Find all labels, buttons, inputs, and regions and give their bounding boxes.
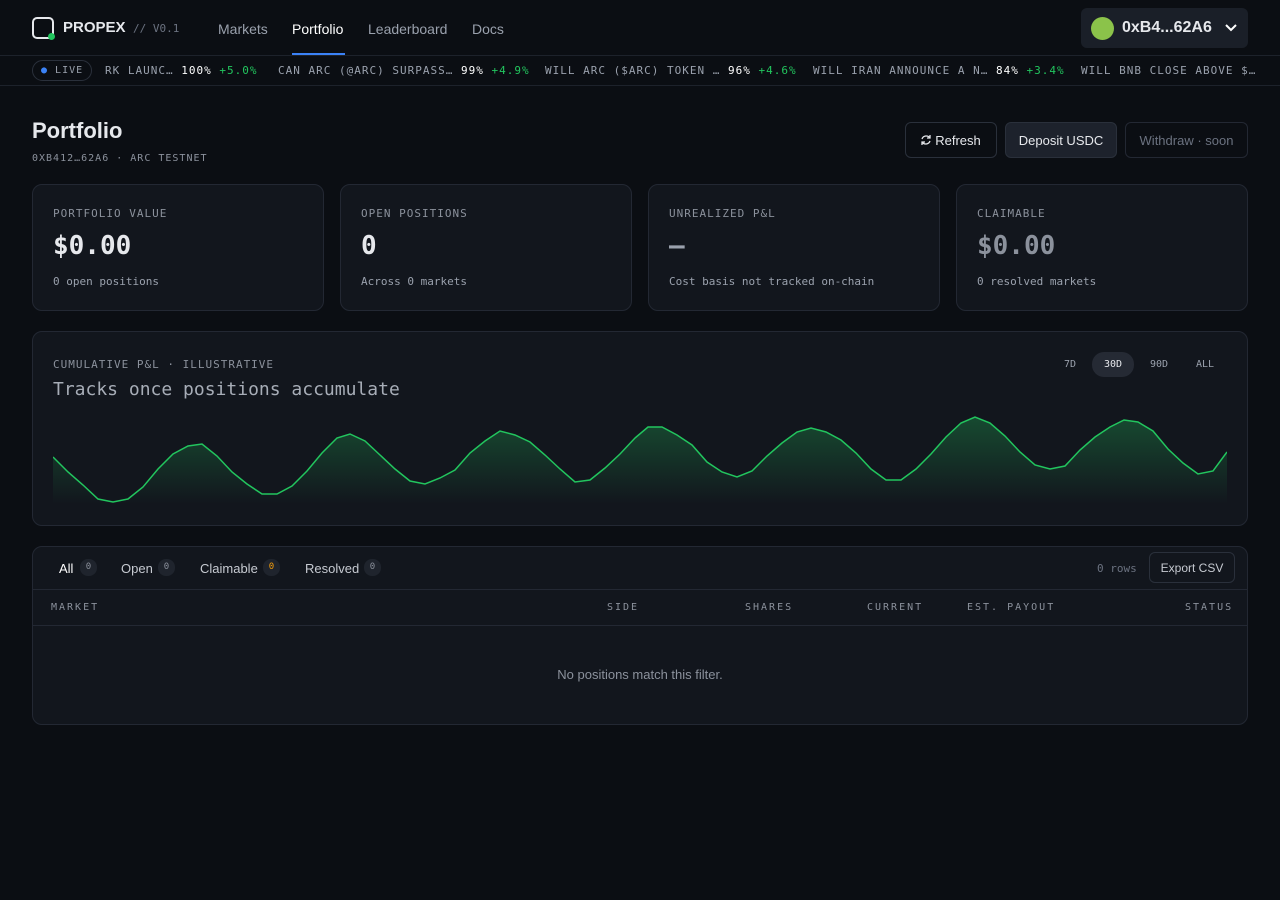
tab-count: 0	[364, 559, 381, 576]
positions-card	[32, 546, 1248, 725]
wallet-address: 0xB4...62A6	[1122, 19, 1212, 36]
button-label: Refresh	[935, 133, 981, 148]
divider	[33, 625, 1247, 626]
tab-count: 0	[80, 559, 97, 576]
stat-label: UNREALIZED P&L	[669, 207, 776, 220]
export-button[interactable]: Export CSV	[1149, 552, 1235, 583]
filter-tab[interactable]: All	[59, 561, 74, 576]
chevron	[1225, 24, 1237, 32]
ticker-title: WILL ARC ($ARC) TOKEN …	[545, 64, 721, 77]
avatar	[1091, 17, 1114, 40]
ticker: ● LIVE RK LAUNC… 100% +5.0% CAN ARC (@AR…	[0, 56, 1280, 86]
filter-tab[interactable]: Open	[121, 561, 153, 576]
stat-card: OPEN POSITIONS 0 Across 0 markets	[340, 184, 632, 311]
ticker-price: 99%	[460, 64, 484, 77]
ticker-item[interactable]: WILL BNB CLOSE ABOVE $…	[1081, 64, 1256, 77]
row-count: 0 rows	[1097, 562, 1137, 575]
stat-value: —	[669, 231, 685, 261]
ticker-title: WILL BNB CLOSE ABOVE $…	[1081, 64, 1257, 77]
stat-label: PORTFOLIO VALUE	[53, 207, 168, 220]
stat-sub: Across 0 markets	[361, 275, 467, 288]
withdraw-button: Withdraw · soon	[1125, 122, 1248, 158]
nav-link[interactable]: Markets	[218, 21, 268, 37]
column-header[interactable]: SIDE	[607, 602, 640, 613]
page-subtitle: 0XB412…62A6 · ARC TESTNET	[32, 153, 208, 164]
ticker-change: +4.6%	[758, 64, 797, 77]
ticker-change: +5.0%	[219, 64, 258, 77]
ticker-change: +4.9%	[491, 64, 530, 77]
range-button[interactable]: 7D	[1063, 359, 1077, 370]
nav-link[interactable]: Docs	[472, 21, 504, 37]
range-button[interactable]: 30D	[1092, 352, 1134, 377]
page-title: Portfolio	[32, 118, 123, 143]
active-indicator	[292, 53, 345, 55]
stat-label: OPEN POSITIONS	[361, 207, 468, 220]
ticker-title: RK LAUNC…	[105, 64, 174, 77]
range-button[interactable]: ALL	[1195, 359, 1215, 370]
stat-label: CLAIMABLE	[977, 207, 1046, 220]
version: // V0.1	[133, 22, 180, 35]
column-header[interactable]: SHARES	[745, 602, 794, 613]
brand[interactable]: PROPEX	[63, 19, 126, 36]
wallet-button[interactable]: 0xB4...62A6	[1081, 8, 1248, 48]
empty-message: No positions match this filter.	[557, 667, 723, 682]
pnl-label: CUMULATIVE P&L · ILLUSTRATIVE	[53, 358, 275, 371]
sparkline-area	[53, 417, 1227, 504]
tab-count: 0	[158, 559, 175, 576]
filter-tab[interactable]: Resolved	[305, 561, 360, 576]
nav-link[interactable]: Portfolio	[292, 21, 344, 37]
live-badge: ● LIVE	[32, 60, 93, 81]
column-header[interactable]: MARKET	[51, 602, 100, 613]
ticker-title: CAN ARC (@ARC) SURPASS…	[278, 64, 454, 77]
refresh-icon	[921, 135, 931, 145]
stat-card: UNREALIZED P&L — Cost basis not tracked …	[648, 184, 940, 311]
tab-count: 0	[263, 559, 280, 576]
range-button[interactable]: 90D	[1149, 359, 1169, 370]
live-text: LIVE	[55, 65, 84, 76]
deposit-button[interactable]: Deposit USDC	[1005, 122, 1117, 158]
ticker-change: +3.4%	[1026, 64, 1065, 77]
refresh-button[interactable]: Refresh	[905, 122, 997, 158]
nav-link[interactable]: Leaderboard	[368, 21, 448, 37]
stat-value: 0	[361, 231, 377, 261]
stat-card: CLAIMABLE $0.00 0 resolved markets	[956, 184, 1248, 311]
ticker-item[interactable]: WILL ARC ($ARC) TOKEN … 96% +4.6%	[545, 64, 797, 77]
ticker-item[interactable]: CAN ARC (@ARC) SURPASS… 99% +4.9%	[278, 64, 530, 77]
column-header[interactable]: EST. PAYOUT	[967, 602, 1056, 613]
column-header[interactable]: STATUS	[1185, 602, 1234, 613]
ticker-item[interactable]: WILL IRAN ANNOUNCE A N… 84% +3.4%	[813, 64, 1065, 77]
ticker-price: 100%	[181, 64, 212, 77]
divider	[33, 589, 1247, 590]
stat-value: $0.00	[977, 231, 1056, 261]
ticker-item[interactable]: RK LAUNC… 100% +5.0%	[105, 64, 257, 77]
ticker-price: 84%	[995, 64, 1019, 77]
pnl-headline: Tracks once positions accumulate	[53, 379, 400, 400]
stat-sub: Cost basis not tracked on-chain	[669, 275, 875, 288]
pnl-sparkline	[53, 416, 1227, 504]
stat-sub: 0 open positions	[53, 275, 159, 288]
sparkline-line	[53, 416, 1227, 503]
stat-sub: 0 resolved markets	[977, 275, 1097, 288]
stat-card: PORTFOLIO VALUE $0.00 0 open positions	[32, 184, 324, 311]
stat-value: $0.00	[53, 231, 132, 261]
logo[interactable]	[32, 17, 55, 40]
filter-tab[interactable]: Claimable	[200, 561, 258, 576]
ticker-title: WILL IRAN ANNOUNCE A N…	[813, 64, 989, 77]
navbar: PROPEX // V0.1 Markets Portfolio Leaderb…	[0, 0, 1280, 56]
column-header[interactable]: CURRENT	[867, 602, 924, 613]
ticker-price: 96%	[727, 64, 751, 77]
